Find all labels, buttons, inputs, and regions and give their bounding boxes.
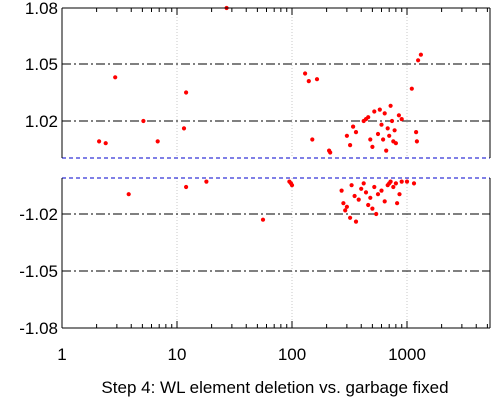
x-tick-label: 1: [57, 345, 66, 364]
data-point: [184, 184, 189, 190]
grid: [176, 8, 408, 328]
data-points: [97, 5, 423, 224]
data-point: [382, 111, 387, 116]
data-point: [344, 133, 349, 138]
data-point: [306, 79, 311, 84]
data-point: [141, 118, 146, 124]
data-point: [395, 201, 400, 206]
data-point: [396, 113, 401, 118]
data-point: [351, 124, 356, 129]
data-point: [382, 199, 387, 204]
data-point: [397, 192, 402, 197]
data-point: [404, 179, 410, 184]
data-point: [368, 195, 373, 200]
data-point: [375, 131, 381, 137]
data-point: [339, 188, 344, 193]
data-point: [344, 204, 349, 209]
data-point: [384, 148, 389, 153]
y-tick-label: -1.02: [19, 205, 58, 224]
x-tick-labels: 1 10 100 1000: [57, 345, 426, 364]
data-point: [399, 179, 404, 184]
data-point: [379, 188, 384, 193]
data-point: [375, 192, 381, 197]
data-point: [341, 201, 346, 206]
data-point: [289, 183, 295, 188]
data-point: [381, 137, 386, 142]
data-point: [389, 118, 395, 124]
data-point: [113, 75, 118, 80]
data-point: [409, 86, 414, 91]
data-point: [388, 179, 393, 184]
data-point: [370, 206, 375, 211]
plot-frame: [61, 7, 491, 329]
data-point: [372, 184, 377, 190]
y-tick-labels: 1.08 1.05 1.02 -1.02 -1.05 -1.08: [19, 0, 58, 338]
data-point: [387, 133, 392, 138]
data-point: [392, 128, 397, 133]
data-point: [361, 181, 366, 186]
data-point: [372, 109, 377, 114]
data-point: [349, 183, 354, 188]
data-point: [314, 77, 320, 82]
data-point: [204, 179, 209, 184]
axis-ticks: [61, 7, 490, 329]
x-axis-label: Step 4: WL element deletion vs. garbage …: [101, 378, 448, 397]
data-point: [385, 126, 390, 131]
data-point: [359, 186, 364, 191]
data-point: [343, 208, 348, 213]
x-tick-label: 100: [278, 345, 306, 364]
data-point: [353, 219, 359, 224]
data-point: [399, 117, 404, 122]
data-point: [352, 193, 357, 199]
y-tick-label: 1.08: [25, 0, 58, 18]
data-point: [310, 137, 315, 142]
data-point: [353, 130, 359, 135]
data-point: [260, 217, 266, 222]
data-point: [416, 58, 421, 63]
data-point: [393, 141, 398, 146]
data-point: [414, 130, 419, 135]
data-point: [184, 90, 189, 95]
data-point: [356, 197, 361, 202]
data-point: [155, 139, 160, 144]
data-point: [348, 143, 353, 148]
data-point: [377, 107, 382, 112]
data-point: [391, 184, 396, 190]
data-point: [328, 150, 333, 155]
data-point: [418, 52, 423, 57]
data-point: [414, 139, 419, 144]
x-tick-label: 10: [168, 345, 187, 364]
x-tick-label: 1000: [388, 345, 426, 364]
data-point: [303, 71, 308, 76]
data-point: [368, 137, 373, 142]
data-point: [97, 139, 102, 144]
data-point: [181, 126, 187, 131]
y-tick-label: 1.02: [25, 112, 58, 131]
data-point: [393, 181, 398, 186]
reference-lines: [62, 63, 490, 272]
data-point: [379, 122, 384, 127]
data-point: [126, 192, 131, 197]
data-point: [411, 181, 417, 186]
data-point: [103, 141, 108, 146]
data-point: [388, 103, 393, 108]
data-point: [348, 215, 353, 220]
y-tick-label: -1.08: [19, 319, 58, 338]
y-tick-label: 1.05: [25, 55, 58, 74]
data-point: [370, 144, 375, 149]
y-tick-label: -1.05: [19, 262, 58, 281]
data-point: [366, 115, 371, 120]
data-point: [366, 202, 371, 208]
data-point: [374, 211, 379, 217]
data-point: [363, 190, 369, 195]
